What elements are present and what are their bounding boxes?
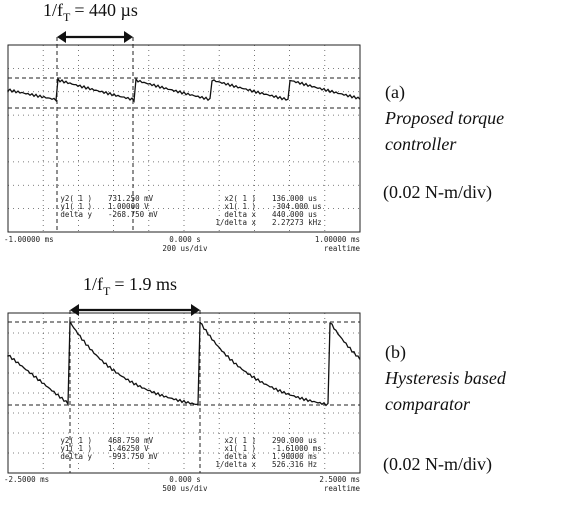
- panel-tag: (a): [385, 82, 405, 103]
- axis-label: 0.000 s: [169, 475, 201, 484]
- panel-caption: Hysteresis based: [384, 368, 507, 388]
- period-prefix: 1/f: [83, 274, 103, 294]
- axis-label: -2.5000 ms: [4, 475, 49, 484]
- period-label: 1/fT= 440 µs: [43, 0, 138, 24]
- period-suffix: = 1.9 ms: [114, 274, 177, 294]
- axis-label: 200 us/div: [162, 244, 208, 253]
- period-subscript: T: [63, 10, 71, 24]
- axis-label: realtime: [324, 244, 361, 253]
- panel-caption: comparator: [385, 394, 471, 414]
- period-prefix: 1/f: [43, 0, 63, 20]
- readout-value: -268.750 mV: [108, 210, 158, 219]
- readout-value: 2.27273 kHz: [272, 218, 322, 227]
- axis-label: realtime: [324, 484, 361, 493]
- axis-label: 2.5000 ms: [319, 475, 360, 484]
- panel-gain: (0.02 N-m/div): [383, 182, 492, 203]
- readout-value: -993.750 mV: [108, 452, 158, 461]
- period-label: 1/fT= 1.9 ms: [83, 274, 177, 298]
- figure: 1/fT= 440 µsy2( 1 )731.250 mVy1( 1 )1.00…: [0, 0, 572, 516]
- period-suffix: = 440 µs: [74, 0, 138, 20]
- readout-value: 526.316 Hz: [272, 460, 317, 469]
- period-subscript: T: [103, 284, 111, 298]
- panel-gain: (0.02 N-m/div): [383, 454, 492, 475]
- panel-caption: Proposed torque: [384, 108, 504, 128]
- axis-label: 0.000 s: [169, 235, 201, 244]
- panel-caption: controller: [385, 134, 457, 154]
- axis-label: 500 us/div: [162, 484, 208, 493]
- readout-label: delta y: [60, 452, 92, 461]
- readout-label: delta y: [60, 210, 92, 219]
- axis-label: 1.00000 ms: [315, 235, 360, 244]
- readout-label: 1/delta x: [215, 218, 256, 227]
- panel-tag: (b): [385, 342, 406, 363]
- waveform: [8, 79, 360, 101]
- readout-label: 1/delta x: [215, 460, 256, 469]
- axis-label: -1.00000 ms: [4, 235, 54, 244]
